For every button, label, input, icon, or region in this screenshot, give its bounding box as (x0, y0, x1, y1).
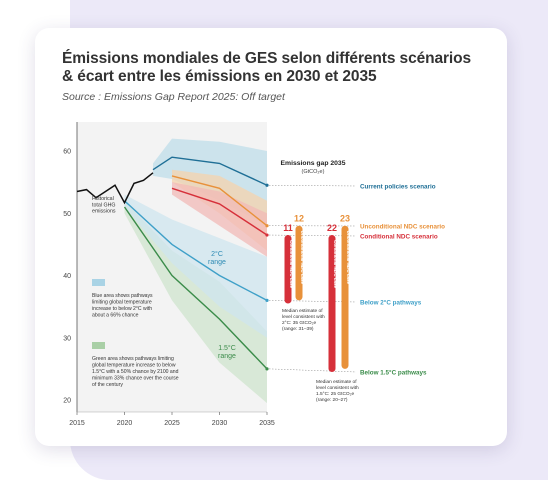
series-line-unconditional-ndc-scenario (171, 175, 268, 227)
note-2c-line-2: level consistent with (282, 314, 325, 320)
band-conditional-ndc-scenario (172, 182, 267, 257)
historical-annotation-line-2: total GHG (92, 202, 116, 208)
series-end-point-5 (265, 367, 269, 371)
series-end-point-2 (265, 224, 269, 228)
blue-note-line-3: increase to below 2°C with (92, 306, 152, 312)
green-note-line-4: minimum 33% chance over the course (92, 376, 179, 382)
gap-panel-title: Emissions gap 2035 (281, 160, 346, 167)
series-end-point-1 (265, 183, 269, 187)
note-15c-line-2: level consistent with (316, 385, 359, 391)
blue-note-line-2: limiting global temperature (92, 300, 152, 306)
series-end-point-4 (265, 298, 269, 302)
y-tick-label-50: 50 (63, 211, 71, 218)
green-note-line-3: 1.5°C with a 50% chance by 2100 and (92, 369, 179, 375)
note-15c-line-1: Median estimate of (316, 379, 357, 385)
gap-bar-4 (341, 225, 349, 369)
gap-value-1: 11 (283, 223, 293, 233)
y-tick-label-40: 40 (63, 273, 71, 280)
x-tick-label-2025: 2025 (164, 420, 180, 427)
x-tick-label-2030: 2030 (212, 420, 228, 427)
note-15c-line-4: (range: 20–27) (316, 397, 348, 403)
series-line-current-policies-scenario (152, 156, 268, 186)
gap-bar-label-3: Conditional NDC case (333, 240, 338, 288)
range-15c-label-line-2: range (218, 353, 236, 360)
series-label-3: Conditional NDC scenario (360, 234, 438, 241)
blue-note-line-1: Blue area shows pathways (92, 293, 153, 299)
gap-value-2: 12 (294, 214, 304, 224)
series-line-below-2-c-pathways (124, 200, 268, 302)
note-2c-line-4: (range: 31–39) (282, 326, 314, 332)
range-15c-label-line-1: 1.5°C (218, 344, 236, 352)
page-title: Émissions mondiales de GES selon différe… (62, 50, 482, 86)
series-label-5: Below 1.5°C pathways (360, 369, 427, 377)
note-15c-line-3: 1.5°C: 25 GtCO₂e (316, 391, 355, 397)
x-tick-label-2020: 2020 (117, 420, 133, 427)
gap-bar-label-2: Unconditional NDC case (300, 231, 305, 285)
series-leader-5 (268, 368, 357, 373)
range-2c-label-line-1: 2°C (211, 250, 223, 258)
historical-annotation-line-1: Historical (92, 196, 114, 202)
blue-note-line-4: about a 66% chance (92, 313, 139, 319)
note-2c-line-3: 2°C: 35 GtCO₂e (282, 320, 317, 326)
series-line-below-1-5-c-pathways (123, 206, 268, 370)
gap-bar-2 (295, 225, 303, 301)
y-tick-label-20: 20 (63, 398, 71, 405)
gap-bar-label-4: Unconditional NDC case (346, 231, 351, 285)
series-line-conditional-ndc-scenario (171, 187, 268, 236)
series-label-4: Below 2°C pathways (360, 299, 422, 307)
band-below-2-c-pathways (124, 194, 267, 338)
series-leader-1 (268, 184, 357, 187)
series-end-point-3 (265, 233, 269, 237)
y-tick-label-30: 30 (63, 335, 71, 342)
gap-panel-unit: (GtCO₂e) (302, 169, 325, 175)
gap-value-3: 22 (327, 223, 337, 233)
blue-legend-swatch (92, 279, 105, 286)
x-tick-label-2035: 2035 (259, 420, 275, 427)
note-2c-line-1: Median estimate of (282, 308, 323, 314)
gap-bar-label-1: Conditional NDC case (289, 240, 294, 288)
green-note-line-5: of the century (92, 382, 123, 388)
series-label-1: Current policies scenario (360, 184, 436, 191)
range-2c-label-line-2: range (208, 259, 226, 266)
title-line-2: & écart entre les émissions en 2030 et 2… (62, 68, 377, 85)
y-tick-label-60: 60 (63, 149, 71, 156)
green-note-line-2: global temperature increase to below (92, 363, 176, 369)
green-legend-swatch (92, 342, 105, 349)
x-tick-label-2015: 2015 (69, 420, 85, 427)
source-note: Source : Emissions Gap Report 2025: Off … (62, 91, 285, 103)
band-below-1-5-c-pathways (124, 200, 267, 404)
green-note-line-1: Green area shows pathways limiting (92, 356, 174, 362)
series-label-2: Unconditional NDC scenario (360, 224, 445, 231)
historical-emissions-line (76, 172, 154, 205)
gap-value-4: 23 (340, 214, 350, 224)
title-line-1: Émissions mondiales de GES selon différe… (62, 50, 472, 67)
historical-annotation-line-3: emissions (92, 209, 116, 215)
gap-bar-3 (328, 235, 336, 372)
gap-bar-1 (284, 235, 292, 304)
